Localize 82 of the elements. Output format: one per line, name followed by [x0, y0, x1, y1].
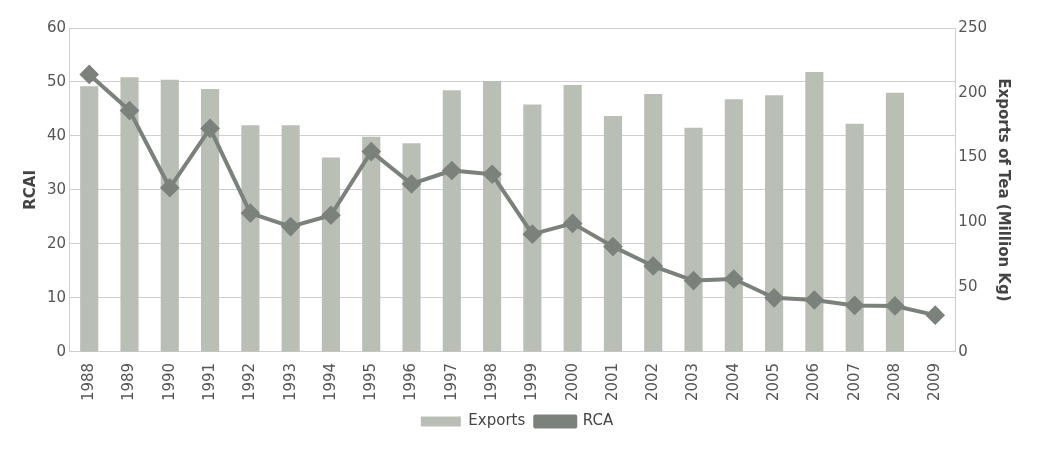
bar — [845, 123, 864, 352]
point — [845, 296, 864, 315]
point — [805, 291, 824, 310]
y-axis-title: RCAI — [20, 170, 39, 210]
x-tick-label: 1997 — [441, 362, 460, 402]
x-tick-label: 1990 — [159, 362, 178, 402]
x-tick-label: 1992 — [240, 362, 259, 402]
x-tick-label: 1998 — [481, 362, 500, 402]
bar — [603, 116, 623, 352]
x-tick-label: 1999 — [522, 362, 541, 402]
bar — [765, 95, 784, 352]
x-tick-label: 1988 — [79, 362, 98, 402]
bar — [724, 99, 743, 352]
y-tick-label: 10 — [46, 287, 67, 306]
x-tick-label: 1994 — [320, 362, 339, 402]
point — [765, 288, 784, 307]
x-tick-label: 1993 — [280, 362, 299, 402]
point — [724, 269, 743, 288]
y2-tick-label: 50 — [958, 276, 978, 295]
point — [281, 217, 300, 236]
y-tick-label: 50 — [46, 71, 67, 90]
point — [402, 174, 421, 193]
y-tick-label: 40 — [46, 125, 67, 144]
x-tick-label: 2000 — [562, 362, 581, 402]
bar — [362, 136, 381, 352]
bar — [321, 157, 341, 352]
point — [885, 296, 904, 315]
point — [603, 237, 622, 256]
point — [160, 178, 179, 197]
y2-tick-label: 200 — [958, 82, 988, 101]
point — [201, 119, 220, 138]
point — [80, 65, 99, 84]
y2-tick-label: 250 — [958, 17, 988, 36]
point — [442, 161, 461, 180]
x-tick-label: 2007 — [844, 362, 863, 402]
x-tick-label: 1995 — [361, 362, 380, 402]
point — [563, 214, 582, 233]
bar — [160, 79, 179, 352]
x-tick-label: 2009 — [925, 362, 944, 402]
legend-label: Exports — [468, 411, 526, 430]
point — [523, 225, 542, 244]
y-tick-label: 0 — [56, 341, 67, 360]
bar — [442, 90, 461, 352]
point — [120, 101, 139, 120]
y-tick-label: 60 — [46, 17, 67, 36]
bar — [483, 81, 502, 352]
y-tick-label: 30 — [46, 179, 67, 198]
x-tick-label: 2005 — [763, 362, 782, 402]
point — [321, 206, 340, 225]
bar — [402, 143, 421, 352]
y2-tick-label: 100 — [958, 212, 988, 231]
y2-tick-label: 150 — [958, 147, 988, 166]
bar — [644, 94, 663, 352]
point — [362, 142, 381, 161]
bar — [80, 86, 99, 352]
y2-axis-title: Exports of Tea (Million Kg) — [995, 78, 1014, 302]
bar — [201, 88, 220, 352]
point — [483, 165, 502, 184]
y-tick-label: 20 — [46, 233, 67, 252]
point — [241, 204, 260, 223]
legend-label: RCA — [582, 411, 614, 430]
bar — [563, 84, 582, 352]
point — [684, 271, 703, 290]
x-tick-label: 1996 — [401, 362, 420, 402]
point — [926, 306, 945, 325]
bar — [684, 127, 703, 352]
x-tick-label: 2006 — [804, 362, 823, 402]
x-tick-label: 1989 — [119, 362, 138, 402]
x-tick-label: 2003 — [683, 362, 702, 402]
x-tick-label: 2002 — [643, 362, 662, 402]
bar — [120, 77, 139, 352]
bar — [241, 125, 260, 352]
x-tick-label: 2001 — [602, 362, 621, 402]
bar — [805, 72, 824, 352]
bar — [885, 92, 905, 352]
x-tick-label: 2008 — [884, 362, 903, 402]
bar — [281, 125, 300, 352]
x-tick-label: 2004 — [723, 362, 742, 402]
y2-tick-label: 0 — [958, 341, 968, 360]
x-tick-label: 1991 — [199, 362, 218, 402]
bar — [523, 104, 542, 352]
point — [644, 257, 663, 276]
